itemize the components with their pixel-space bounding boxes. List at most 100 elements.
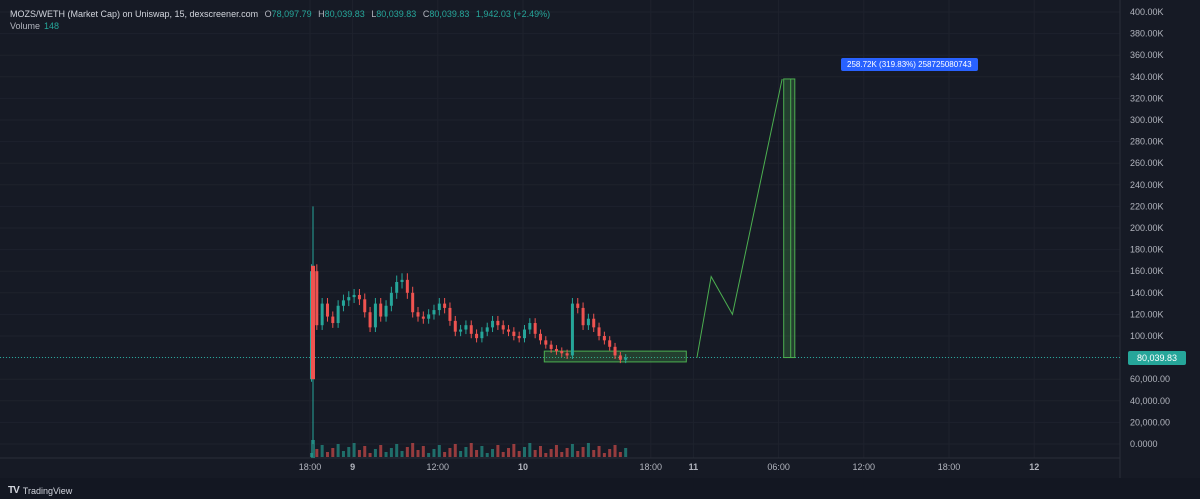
volume-bar — [405, 447, 409, 457]
volume-bar — [581, 447, 585, 457]
chart-canvas[interactable]: 0.000020,000.0040,000.0060,000.0080.00K1… — [0, 0, 1200, 478]
y-tick-label: 140.00K — [1130, 288, 1164, 298]
x-tick-label: 12:00 — [853, 462, 876, 472]
volume-bar — [597, 446, 601, 457]
candle-body — [475, 333, 479, 339]
candle-body — [389, 292, 393, 306]
candle-body — [459, 329, 463, 332]
volume-bar — [501, 452, 505, 457]
footer-bar — [0, 478, 1200, 499]
candle-body — [347, 297, 351, 301]
volume-bar — [491, 449, 495, 457]
candle-body — [432, 310, 436, 315]
volume-bar — [341, 451, 345, 457]
y-tick-label: 60,000.00 — [1130, 374, 1170, 384]
volume-bar — [400, 451, 404, 457]
volume-bar — [443, 452, 447, 457]
y-tick-label: 320.00K — [1130, 93, 1164, 103]
candle-body — [618, 355, 622, 360]
x-tick-label: 12 — [1029, 462, 1039, 472]
volume-bar — [586, 443, 590, 457]
y-tick-label: 20,000.00 — [1130, 417, 1170, 427]
close-label: C — [422, 9, 430, 19]
candle-body — [325, 303, 329, 317]
candle-body — [608, 340, 612, 347]
volume-bar — [507, 448, 511, 457]
volume-value: 148 — [44, 21, 60, 31]
tradingview-brand[interactable]: TV TradingView — [8, 485, 72, 496]
x-tick-label: 11 — [689, 462, 699, 472]
volume-bar — [560, 452, 564, 457]
projection-path — [696, 78, 783, 358]
candle-body — [416, 312, 420, 317]
candle-body — [448, 307, 452, 321]
volume-bar — [331, 448, 335, 457]
tradingview-logo-icon: TV — [8, 485, 20, 496]
volume-bar — [576, 451, 580, 457]
candle-body — [533, 323, 537, 334]
volume-bar — [570, 444, 574, 457]
y-tick-label: 340.00K — [1130, 72, 1164, 82]
volume-bar — [618, 452, 622, 457]
volume-bar — [613, 445, 617, 457]
volume-bar — [592, 450, 596, 457]
candle-body — [549, 344, 553, 349]
volume-bar — [411, 443, 415, 457]
volume-bar — [357, 450, 361, 457]
candle-body — [373, 303, 377, 328]
brand-label: TradingView — [22, 485, 73, 496]
last-price-tag: 80,039.83 — [1128, 351, 1186, 365]
volume-bar — [608, 449, 612, 457]
candle-body — [352, 294, 356, 298]
volume-bar — [480, 446, 484, 457]
candle-body — [357, 294, 361, 300]
candle-body — [485, 327, 489, 332]
launch-candle — [311, 265, 315, 380]
candle-body — [624, 357, 628, 360]
x-tick-label: 18:00 — [299, 462, 322, 472]
candle-body — [554, 348, 558, 352]
candle-body — [421, 316, 425, 319]
candle-body — [602, 336, 606, 341]
candle-body — [560, 351, 564, 354]
x-tick-label: 9 — [350, 462, 355, 472]
volume-bar — [565, 448, 569, 457]
y-tick-label: 400.00K — [1130, 7, 1164, 17]
candle-body — [570, 303, 574, 356]
candle-body — [443, 303, 447, 308]
volume-bar — [459, 451, 463, 457]
high-value: 80,039.83 — [324, 9, 365, 19]
volume-bar — [320, 445, 324, 457]
candle-body — [464, 325, 468, 330]
volume-bar — [523, 447, 526, 457]
candle-body — [597, 327, 601, 336]
volume-bar — [416, 450, 420, 457]
chart-background — [0, 0, 1200, 478]
y-tick-label: 360.00K — [1130, 50, 1164, 60]
volume-bar — [368, 453, 372, 457]
candle-body — [565, 353, 569, 356]
candle-body — [315, 271, 319, 326]
y-tick-label: 220.00K — [1130, 201, 1164, 211]
open-label: O — [264, 9, 272, 19]
candle-body — [491, 320, 495, 328]
volume-bar — [549, 449, 553, 457]
volume-bar — [469, 443, 473, 457]
volume-bar — [512, 444, 516, 457]
volume-bar — [448, 448, 452, 457]
volume-bar — [533, 450, 537, 457]
candle-body — [411, 292, 415, 313]
candle-body — [576, 303, 580, 308]
candle-body — [517, 336, 521, 339]
candle-body — [528, 323, 532, 330]
y-tick-label: 260.00K — [1130, 158, 1164, 168]
volume-bar — [347, 447, 351, 457]
candle-body — [405, 279, 409, 293]
volume-bar — [373, 449, 377, 457]
candle-body — [363, 299, 367, 313]
candle-body — [469, 325, 473, 334]
volume-bar — [485, 453, 489, 457]
candle-body — [453, 320, 457, 332]
y-tick-label: 240.00K — [1130, 180, 1164, 190]
measure-annotation[interactable]: 258.72K (319.83%) 258725080743 — [841, 58, 978, 71]
